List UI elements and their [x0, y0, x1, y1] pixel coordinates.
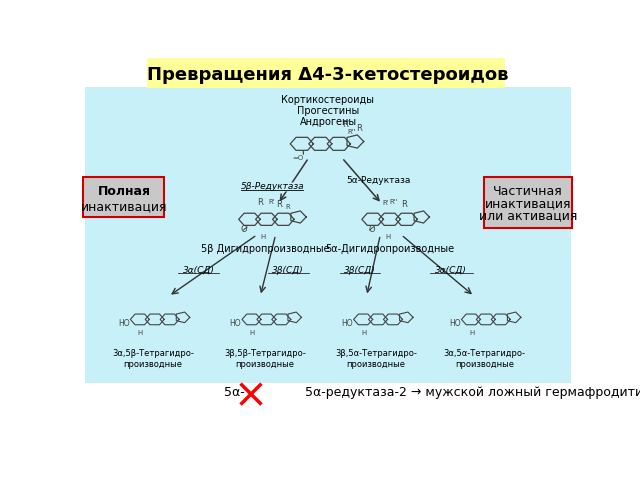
Text: Прогестины: Прогестины — [297, 106, 359, 116]
Text: 3α(СД): 3α(СД) — [435, 265, 467, 275]
Text: 3α,5β-Тетрагидро-
производные: 3α,5β-Тетрагидро- производные — [112, 348, 194, 369]
Text: инактивация: инактивация — [81, 201, 167, 214]
Text: 5α-: 5α- — [224, 386, 245, 399]
FancyBboxPatch shape — [484, 177, 572, 228]
Text: 3β(СД): 3β(СД) — [344, 265, 376, 275]
Text: R': R' — [268, 199, 275, 205]
Text: R': R' — [342, 120, 350, 129]
Text: H: H — [469, 330, 474, 336]
Text: 3α,5α-Тетрагидро-
производные: 3α,5α-Тетрагидро- производные — [444, 348, 525, 369]
Text: Полная: Полная — [97, 185, 150, 198]
Text: 5α-Редуктаза: 5α-Редуктаза — [346, 176, 410, 185]
Text: 5β Дигидропроизводные: 5β Дигидропроизводные — [200, 243, 329, 253]
Text: O: O — [241, 225, 248, 234]
Text: Кортикостероиды: Кортикостероиды — [282, 95, 374, 105]
Text: 3α(СД): 3α(СД) — [182, 265, 214, 275]
FancyBboxPatch shape — [83, 177, 164, 217]
Text: R': R' — [382, 201, 388, 206]
Text: R'': R'' — [390, 199, 398, 205]
Text: R: R — [401, 200, 407, 209]
Text: 3β,5β-Тетрагидро-
производные: 3β,5β-Тетрагидро- производные — [224, 348, 306, 369]
Text: 3β,5α-Тетрагидро-
производные: 3β,5α-Тетрагидро- производные — [335, 348, 417, 369]
Text: H: H — [361, 330, 366, 336]
Text: H: H — [138, 330, 143, 336]
Text: R: R — [276, 200, 282, 209]
FancyBboxPatch shape — [86, 87, 570, 384]
Text: R'': R'' — [348, 129, 356, 135]
Text: 5α-редуктаза-2 → мужской ложный гермафродитизм: 5α-редуктаза-2 → мужской ложный гермафро… — [305, 386, 640, 399]
Text: HO: HO — [341, 319, 353, 327]
Text: 5β-Редуктаза: 5β-Редуктаза — [241, 182, 305, 192]
Text: R: R — [285, 204, 291, 209]
Text: HO: HO — [230, 319, 241, 327]
Text: 3β(СД): 3β(СД) — [272, 265, 304, 275]
Text: Андрогены: Андрогены — [300, 117, 356, 127]
FancyBboxPatch shape — [147, 59, 505, 88]
Text: 5α-Дигидропроизводные: 5α-Дигидропроизводные — [325, 243, 454, 253]
Text: H: H — [260, 234, 266, 240]
Text: H: H — [250, 330, 255, 336]
Text: инактивация: инактивация — [485, 197, 572, 210]
Text: R: R — [356, 124, 362, 133]
Text: HO: HO — [118, 319, 129, 327]
Text: O: O — [368, 225, 374, 234]
Text: =O: =O — [292, 156, 303, 161]
Text: R: R — [257, 198, 263, 207]
Text: Частичная: Частичная — [493, 185, 563, 198]
Text: H: H — [386, 234, 391, 240]
Text: HO: HO — [449, 319, 461, 327]
Text: Превращения Δ4-3-кетостероидов: Превращения Δ4-3-кетостероидов — [147, 66, 509, 84]
Text: или активация: или активация — [479, 210, 577, 223]
